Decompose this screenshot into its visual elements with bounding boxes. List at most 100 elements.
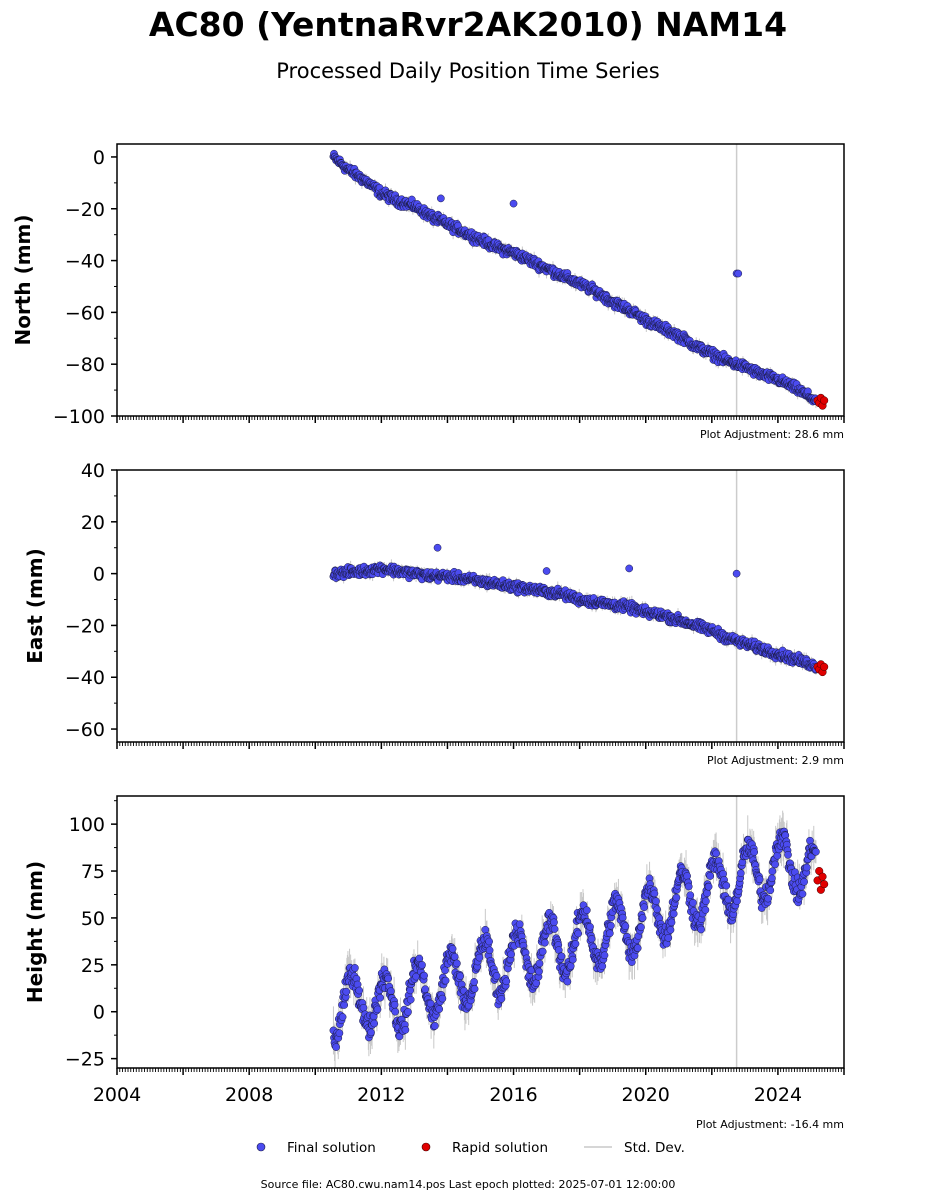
east-panel: 40 20 0 −20 −40 −60 East (mm) Plot Adjustment: …: [23, 460, 845, 767]
chart-title: AC80 (YentnaRvr2AK2010) NAM14: [149, 5, 787, 44]
final-point: [502, 977, 511, 986]
plot-frame: [116, 469, 845, 743]
final-point: [652, 897, 660, 906]
final-point: [538, 947, 547, 956]
final-point: [475, 953, 484, 962]
final-point: [683, 872, 691, 880]
plot-frame: [116, 143, 845, 417]
y-tick-label: 25: [81, 955, 105, 977]
final-point: [550, 918, 558, 927]
final-point: [433, 543, 442, 552]
final-point: [638, 914, 647, 922]
final-point: [773, 851, 782, 860]
final-point: [732, 569, 741, 578]
final-point: [684, 882, 693, 891]
final-point: [418, 961, 426, 969]
final-point: [373, 1005, 382, 1014]
final-point: [625, 564, 634, 573]
final-point: [607, 921, 615, 930]
final-point: [415, 954, 424, 963]
y-tick-label: −60: [65, 302, 105, 324]
y-tick-label: −100: [53, 406, 105, 428]
final-point: [812, 847, 820, 856]
final-point: [703, 889, 711, 898]
final-points: [329, 827, 820, 1051]
final-point: [598, 962, 607, 971]
final-point: [541, 938, 549, 947]
final-point: [771, 860, 779, 869]
final-point: [406, 986, 415, 995]
final-point: [798, 890, 807, 898]
final-point: [768, 867, 777, 876]
y-tick-label: 40: [81, 460, 105, 482]
final-point: [421, 985, 430, 994]
final-point: [587, 935, 596, 943]
final-point: [359, 1003, 368, 1012]
final-point: [542, 567, 551, 575]
final-point: [406, 995, 415, 1004]
final-point: [697, 925, 705, 934]
final-point: [441, 976, 450, 985]
final-point: [485, 937, 493, 946]
final-point: [701, 906, 710, 914]
y-tick-label: 20: [81, 512, 105, 534]
final-point: [351, 964, 359, 972]
final-point: [733, 897, 741, 905]
final-point: [370, 1019, 379, 1028]
north-panel: 0 −20 −40 −60 −80 −100 North (mm) Plot Adjustme…: [11, 143, 845, 441]
final-point: [666, 926, 675, 934]
final-point: [605, 929, 614, 938]
rapid-point: [820, 396, 829, 405]
y-tick-label: 100: [69, 814, 105, 836]
final-point: [637, 923, 645, 932]
final-point: [669, 909, 678, 918]
final-point: [618, 913, 627, 922]
final-point: [712, 849, 720, 858]
final-point: [355, 986, 364, 995]
final-points: [329, 543, 820, 674]
final-point: [401, 1026, 410, 1034]
final-point: [340, 1001, 349, 1009]
rapid-points: [813, 393, 829, 410]
y-tick-label: −20: [65, 199, 105, 221]
final-point: [507, 950, 515, 959]
plot-adjustment-note: Plot Adjustment: 28.6 mm: [700, 428, 844, 441]
final-point: [736, 869, 745, 878]
final-point: [390, 1000, 399, 1009]
final-point: [568, 955, 577, 964]
final-point: [470, 985, 479, 993]
final-point: [764, 894, 772, 903]
final-point: [435, 1005, 444, 1013]
final-point: [404, 1008, 412, 1016]
final-point: [450, 952, 459, 961]
final-point: [722, 881, 731, 890]
final-point: [600, 951, 609, 960]
final-point: [420, 971, 428, 980]
final-point: [441, 966, 449, 975]
final-point: [802, 863, 811, 872]
y-tick-label: −80: [65, 354, 105, 376]
final-point: [586, 922, 594, 931]
y-tick-label: 75: [81, 861, 105, 883]
y-tick-label: 0: [93, 564, 105, 586]
final-point: [702, 897, 710, 906]
final-point: [768, 874, 776, 883]
final-point: [550, 925, 559, 933]
final-point: [497, 994, 506, 1003]
final-point: [766, 886, 775, 895]
final-point: [800, 877, 808, 886]
final-point: [704, 882, 713, 891]
final-point: [453, 959, 461, 968]
y-axis-label: East (mm): [23, 548, 47, 664]
rapid-point: [820, 662, 829, 671]
final-point: [436, 194, 445, 203]
final-point: [431, 1022, 439, 1030]
rapid-points: [813, 866, 829, 894]
y-tick-label: 50: [81, 908, 105, 930]
final-point: [563, 977, 572, 986]
final-point: [689, 898, 697, 907]
final-point: [332, 1043, 340, 1051]
final-point: [509, 199, 518, 208]
